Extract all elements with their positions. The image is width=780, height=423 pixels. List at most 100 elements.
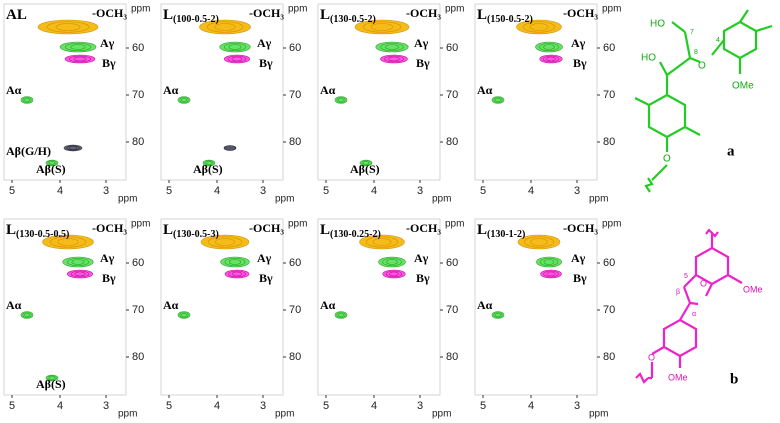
contour [49, 236, 87, 248]
title-subscript: (130-0.5-0.5) [16, 229, 69, 240]
label: OMe [732, 81, 754, 92]
contour [385, 270, 403, 278]
contour [223, 42, 247, 52]
peak-label: Bγ [573, 56, 587, 70]
contour [181, 97, 187, 103]
contour [65, 42, 91, 52]
x-tick-label: 4 [214, 185, 220, 197]
contour [46, 21, 90, 33]
label: O [700, 278, 707, 288]
contour [228, 259, 242, 265]
y-tick-label: 80 [289, 351, 301, 363]
spectrum-panel: -OCH₃ Aγ Bγ Aα L(130-0.25-2) 60 70 80 5 4 3 ppm ppm [317, 219, 464, 420]
y-tick-label: 80 [446, 351, 458, 363]
contour [336, 97, 346, 103]
y-tick-label: 70 [603, 89, 615, 101]
contour [530, 238, 548, 246]
contour [338, 312, 344, 318]
contour [543, 44, 555, 50]
peak-label: Aβ(S) [36, 162, 66, 176]
peak-label: Aβ(S) [193, 162, 223, 176]
peak-label: Aα [320, 83, 336, 97]
peak-label: -OCH₃ [406, 6, 441, 20]
y-tick-label: 80 [603, 351, 615, 363]
axis-unit: ppm [118, 194, 137, 205]
contour [543, 259, 555, 265]
label: OMe [743, 284, 763, 294]
y-tick-label: 70 [289, 304, 301, 316]
x-tick-label: 4 [528, 400, 534, 412]
peak-label: -OCH₃ [563, 221, 598, 235]
label: HO [641, 53, 656, 64]
x-tick-label: 3 [103, 400, 109, 412]
axis-unit: ppm [275, 194, 294, 205]
y-tick-label: 80 [446, 136, 458, 148]
axis-unit: ppm [288, 219, 307, 230]
contour [543, 270, 559, 278]
peak-label: -OCH₃ [249, 221, 284, 235]
axis-unit: ppm [118, 409, 137, 420]
contour [215, 238, 235, 246]
contour [365, 236, 399, 248]
contour [382, 257, 402, 267]
label: 8 [694, 49, 698, 56]
contour [362, 21, 402, 33]
contour [73, 56, 87, 62]
x-tick-label: 5 [166, 185, 172, 197]
contour [372, 238, 392, 246]
peak-label: -OCH₃ [563, 6, 598, 20]
structure-a: HO HO O O OMe 7 8 4 a [634, 9, 773, 193]
contour [24, 312, 30, 318]
x-tick-label: 5 [9, 400, 15, 412]
y-tick-label: 60 [132, 42, 144, 54]
contour [228, 270, 246, 278]
peak-label: Aγ [100, 251, 115, 265]
y-tick-label: 80 [132, 351, 144, 363]
label: 7 [690, 29, 694, 36]
contour [539, 257, 559, 267]
contour [204, 160, 214, 166]
contour [540, 269, 562, 279]
title-main: L [163, 222, 173, 238]
contour [22, 312, 32, 318]
panel-title: L(130-1-2) [477, 222, 525, 240]
panel-title: L(130-0.5-3) [163, 222, 219, 240]
contour [380, 42, 404, 52]
contour [22, 97, 32, 103]
label: HO [650, 19, 665, 30]
spectrum-panel: -OCH₃ Aγ Bγ Aα Aβ(S) L(100-0.5-2) 60 70 80 5 4 3 ppm… [160, 4, 307, 205]
contour [224, 257, 246, 267]
peak-label: -OCH₃ [249, 6, 284, 20]
contour [522, 21, 556, 33]
title-subscript: (130-0.5-2) [330, 14, 376, 25]
x-tick-label: 5 [480, 185, 486, 197]
panel-title: AL [6, 7, 27, 23]
title-main: L [6, 222, 16, 238]
contour [336, 312, 346, 318]
contour [206, 21, 244, 33]
plot-frame [3, 218, 127, 396]
contour [493, 97, 503, 103]
plot-frame [3, 3, 127, 181]
title-subscript: (150-0.5-2) [487, 14, 533, 25]
x-tick-label: 3 [260, 185, 266, 197]
peak-label: Bγ [573, 271, 587, 285]
panel-letter: b [730, 371, 738, 387]
x-tick-label: 5 [323, 400, 329, 412]
title-subscript: (100-0.5-2) [173, 14, 219, 25]
axis-unit: ppm [288, 4, 307, 15]
peak-label: Aβ(G/H) [6, 144, 51, 158]
contour [181, 312, 187, 318]
peak-label: Aα [477, 83, 493, 97]
y-tick-label: 80 [603, 136, 615, 148]
axis-unit: ppm [445, 4, 464, 15]
peak-label: -OCH₃ [92, 6, 127, 20]
peak-label: Bγ [102, 271, 116, 285]
contour [361, 160, 371, 166]
label: 4 [716, 37, 720, 44]
y-tick-label: 80 [289, 136, 301, 148]
x-tick-label: 3 [574, 185, 580, 197]
peak-label: Aα [320, 298, 336, 312]
spectrum-panel: -OCH₃ Aγ Bγ Aα L(150-0.5-2) 60 70 80 5 4 3 ppm ppm [474, 4, 621, 205]
peak-label: Aγ [100, 36, 115, 50]
